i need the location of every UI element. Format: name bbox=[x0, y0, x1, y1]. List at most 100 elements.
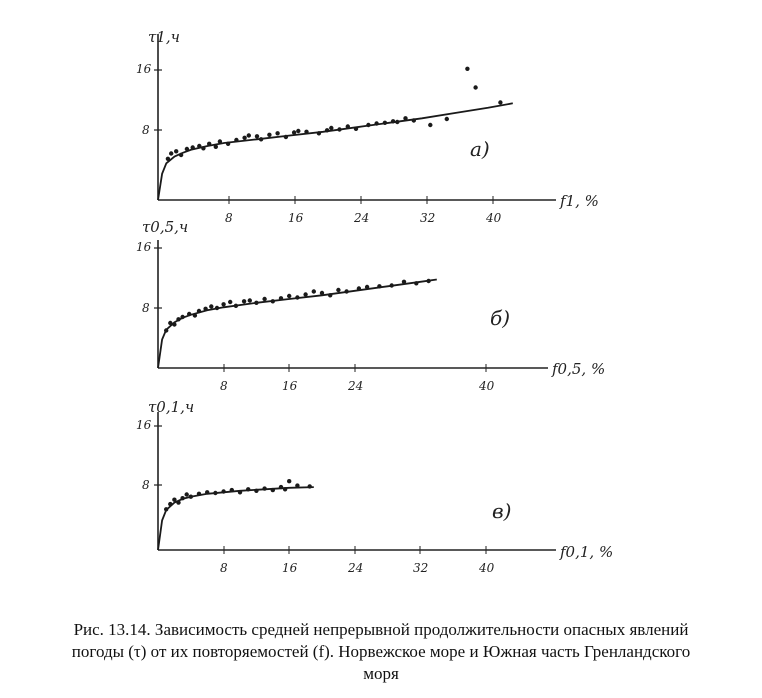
panel-a-trend-curve bbox=[157, 102, 513, 201]
panel-c-data-point bbox=[282, 487, 288, 492]
panel-a-data-point bbox=[267, 132, 272, 137]
panel-b-data-point bbox=[364, 284, 370, 290]
panel-a-x-tick-40: 40 bbox=[485, 211, 502, 225]
panel-b-data-point bbox=[180, 314, 185, 320]
panel-b-data-point bbox=[377, 284, 382, 289]
panel-a-data-point bbox=[337, 127, 342, 132]
panel-c-data-point bbox=[180, 496, 185, 501]
panel-b-data-point bbox=[221, 302, 226, 307]
panel-b-data-point bbox=[233, 303, 239, 308]
panel-a-data-point bbox=[165, 156, 171, 161]
panel-a-data-point bbox=[473, 85, 478, 90]
panel-c-data-point bbox=[221, 489, 226, 494]
panel-a-data-point bbox=[395, 119, 400, 125]
panel-b-x-title: f0,5, % bbox=[551, 360, 605, 378]
panel-b-data-point bbox=[196, 308, 202, 314]
panel-b-data-point bbox=[262, 296, 267, 302]
panel-a-data-point bbox=[254, 134, 260, 139]
panel-b-x-ticks: 8 16 24 40 bbox=[220, 364, 495, 393]
panel-a-x-tick-16: 16 bbox=[288, 211, 304, 225]
panel-b-y-ticks: 16 8 bbox=[136, 240, 162, 315]
panel-a-data-point bbox=[190, 145, 195, 150]
panel-b-data-point bbox=[247, 298, 252, 303]
panel-a-data-point bbox=[316, 131, 322, 136]
panel-a-y-tick-16: 16 bbox=[136, 62, 152, 76]
panel-a-data-point bbox=[374, 121, 379, 126]
panel-a-data-point bbox=[178, 152, 184, 158]
panel-a-x-tick-24: 24 bbox=[353, 211, 369, 225]
panel-a-data-point bbox=[174, 149, 179, 154]
panel-c-marks bbox=[157, 479, 314, 551]
panel-c-data-point bbox=[262, 486, 267, 491]
panel-b-x-tick-16: 16 bbox=[282, 379, 298, 393]
panel-c-data-point bbox=[254, 488, 259, 493]
panel-b-data-point bbox=[187, 311, 192, 317]
panel-c-data-point bbox=[168, 501, 173, 507]
panel-a-data-point bbox=[234, 137, 239, 143]
panel-c-y-ticks: 16 8 bbox=[136, 418, 162, 492]
panel-a-data-point bbox=[207, 141, 212, 146]
panel-a-data-point bbox=[275, 131, 280, 136]
panel-b-y-tick-8: 8 bbox=[142, 301, 150, 315]
panel-b-data-point bbox=[287, 293, 292, 299]
panel-b-data-point bbox=[328, 293, 333, 298]
panel-c-data-point bbox=[164, 507, 169, 512]
panel-a-data-point bbox=[246, 133, 251, 138]
panel-b-data-point bbox=[209, 304, 214, 309]
panel-c-data-point bbox=[188, 494, 193, 499]
panel-a: 16 8 8 16 24 32 40 τ1,ч f1, % а) bbox=[136, 28, 599, 225]
panel-b-data-point bbox=[192, 313, 198, 318]
panel-c-data-point bbox=[237, 490, 243, 495]
panel-b-data-point bbox=[241, 299, 247, 304]
panel-a-data-point bbox=[324, 128, 330, 133]
panel-c-x-tick-40: 40 bbox=[478, 561, 495, 575]
panel-a-data-point bbox=[498, 100, 503, 105]
panel-b-x-tick-40: 40 bbox=[478, 379, 495, 393]
panel-a-data-point bbox=[465, 66, 470, 72]
panel-a-y-tick-8: 8 bbox=[142, 123, 150, 137]
panel-a-data-point bbox=[345, 124, 350, 129]
panel-b-trend-curve bbox=[157, 278, 437, 369]
panel-c-x-tick-8: 8 bbox=[220, 561, 228, 575]
caption-line-3: моря bbox=[363, 664, 399, 683]
panel-a-x-tick-32: 32 bbox=[420, 211, 435, 225]
panel-c-x-ticks: 8 16 24 32 40 bbox=[220, 546, 495, 575]
panel-a-x-title: f1, % bbox=[559, 192, 599, 210]
panel-b-data-point bbox=[176, 317, 181, 322]
panel-b-data-point bbox=[295, 295, 300, 300]
panel-b-data-point bbox=[426, 278, 431, 284]
panel-a-data-point bbox=[213, 144, 218, 149]
panel-a-data-point bbox=[291, 130, 297, 135]
panel-c-data-point bbox=[307, 484, 312, 489]
panel-b-data-point bbox=[344, 289, 349, 294]
panel-c-data-point bbox=[184, 492, 189, 497]
panel-a-data-point bbox=[390, 119, 396, 124]
panel-b-data-point bbox=[278, 296, 284, 301]
panel-c-data-point bbox=[196, 491, 202, 496]
panel-a-data-point bbox=[444, 116, 449, 122]
panel-b-x-tick-8: 8 bbox=[220, 379, 228, 393]
panel-b-data-point bbox=[172, 322, 177, 327]
panel-a-data-point bbox=[169, 151, 174, 156]
panel-c-x-tick-32: 32 bbox=[413, 561, 428, 575]
panel-b-data-point bbox=[311, 289, 316, 294]
panel-a-data-point bbox=[411, 118, 416, 123]
panel-c-x-tick-16: 16 bbox=[282, 561, 298, 575]
panel-a-data-point bbox=[283, 134, 289, 140]
panel-b-data-point bbox=[336, 287, 341, 293]
panel-a-data-point bbox=[242, 135, 247, 140]
panel-a-y-ticks: 16 8 bbox=[136, 62, 162, 137]
panel-b-data-point bbox=[319, 290, 325, 296]
panel-b-data-point bbox=[203, 306, 208, 311]
panel-b-data-point bbox=[228, 299, 233, 305]
panel-b-data-point bbox=[303, 292, 308, 297]
panel-a-data-point bbox=[217, 139, 223, 144]
panel-c-data-point bbox=[287, 479, 292, 484]
panel-c-data-point bbox=[205, 490, 210, 495]
panel-b-data-point bbox=[401, 279, 407, 284]
figure-caption: Рис. 13.14. Зависимость средней непрерыв… bbox=[6, 619, 756, 685]
panel-c-data-point bbox=[246, 487, 251, 492]
panel-a-data-point bbox=[329, 125, 334, 131]
panel-b-data-point bbox=[414, 281, 419, 286]
